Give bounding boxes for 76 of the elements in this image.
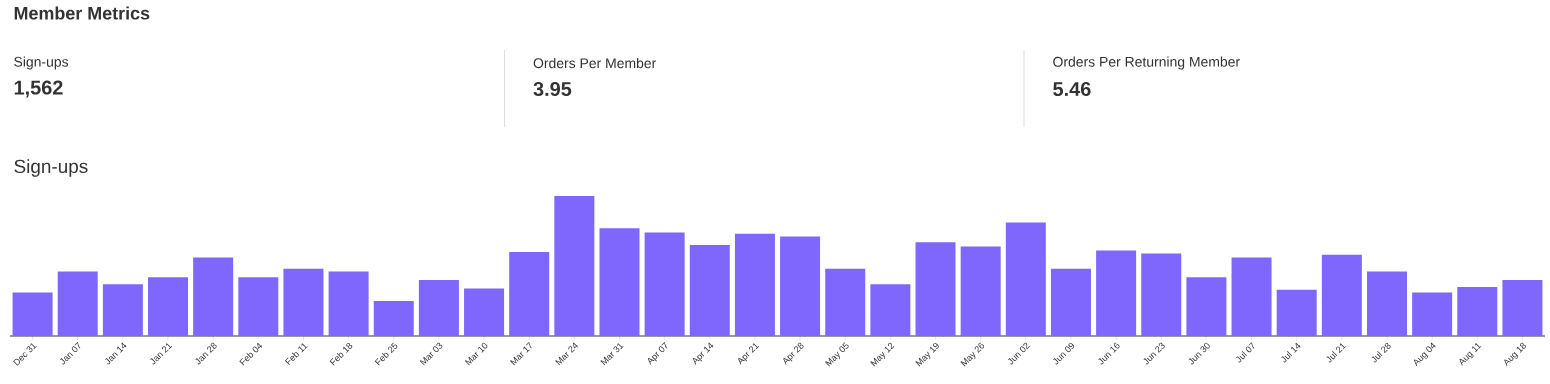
bar: [102, 284, 143, 337]
x-tick-label: Apr 07: [647, 342, 668, 365]
bar: [1231, 257, 1272, 337]
bar: [1366, 271, 1407, 337]
bar: [509, 252, 550, 337]
x-tick-label: May 05: [825, 342, 849, 367]
bar: [554, 196, 595, 337]
bar: [1502, 280, 1543, 337]
x-tick-label: Jun 09: [1053, 342, 1075, 365]
text: Sign-ups: [14, 56, 69, 70]
x-tick-label: Aug 18: [1504, 342, 1526, 367]
bar: [373, 301, 414, 337]
bar: [1412, 292, 1453, 337]
bar: [1141, 253, 1182, 337]
bar: [148, 277, 189, 337]
bar: [1276, 289, 1317, 337]
x-tick-label: Jul 07: [1236, 342, 1255, 363]
x-tick-label: Mar 24: [555, 342, 578, 366]
x-tick-label: Apr 28: [783, 342, 804, 365]
bar: [870, 284, 911, 337]
bar: [1186, 277, 1227, 337]
x-tick-label: Jan 07: [60, 342, 81, 365]
bar: [960, 246, 1001, 337]
x-tick-label: Mar 31: [600, 343, 624, 366]
text: Member Metrics: [14, 6, 150, 20]
bar: [418, 280, 459, 337]
x-tick-label: Mar 17: [509, 342, 532, 366]
text: 1,562: [14, 80, 63, 98]
x-tick-label: Jul 21: [1326, 343, 1347, 363]
bar: [1050, 268, 1091, 337]
x-tick-label: Jun 02: [1008, 342, 1030, 365]
x-tick-label: May 26: [960, 342, 985, 367]
bar: [57, 271, 98, 337]
bar: [644, 232, 685, 337]
x-tick-label: Apr 14: [692, 342, 714, 365]
x-tick-label: Jan 28: [195, 342, 217, 365]
x-tick-label: Feb 25: [374, 342, 398, 366]
bar: [1096, 250, 1137, 337]
text: Orders Per Member: [533, 57, 657, 69]
bar: [193, 257, 234, 337]
x-tick-label: Jun 23: [1143, 342, 1165, 365]
x-tick-label: Jun 16: [1098, 342, 1120, 365]
bar: [238, 277, 279, 337]
x-tick-label: Jan 21: [150, 343, 173, 365]
x-tick-label: Apr 21: [738, 343, 760, 365]
bar: [283, 268, 324, 337]
x-tick-label: Jul 28: [1371, 342, 1391, 363]
bar: [1005, 222, 1046, 337]
bar: [1457, 287, 1498, 337]
x-tick-label: Aug 11: [1459, 343, 1482, 366]
chart-title: Sign-ups: [14, 159, 88, 177]
bar: [464, 288, 505, 337]
bar: [780, 236, 821, 337]
x-tick-label: May 12: [870, 342, 895, 367]
bar: [12, 292, 53, 337]
bar: [825, 268, 866, 337]
x-tick-label: Jul 14: [1281, 342, 1301, 363]
bar: [328, 271, 369, 337]
bar: [915, 242, 956, 337]
bar: [689, 245, 730, 337]
x-tick-label: Feb 18: [329, 342, 353, 366]
x-tick-label: Mar 03: [419, 342, 443, 366]
x-tick-label: Jan 14: [105, 342, 127, 365]
x-tick-label: Feb 04: [239, 342, 263, 366]
x-tick-label: Dec 31: [13, 343, 37, 366]
x-tick-label: Jun 30: [1188, 342, 1210, 365]
bar: [734, 233, 775, 337]
bar: [599, 228, 640, 337]
x-tick-label: Aug 04: [1413, 342, 1436, 367]
text: 5.46: [1053, 81, 1091, 97]
text: Orders Per Returning Member: [1053, 56, 1240, 70]
x-tick-label: Mar 10: [464, 342, 488, 366]
text: 3.95: [533, 81, 572, 97]
x-tick-label: Feb 11: [284, 343, 308, 366]
x-tick-label: May 19: [915, 342, 939, 367]
bar: [1321, 254, 1362, 337]
